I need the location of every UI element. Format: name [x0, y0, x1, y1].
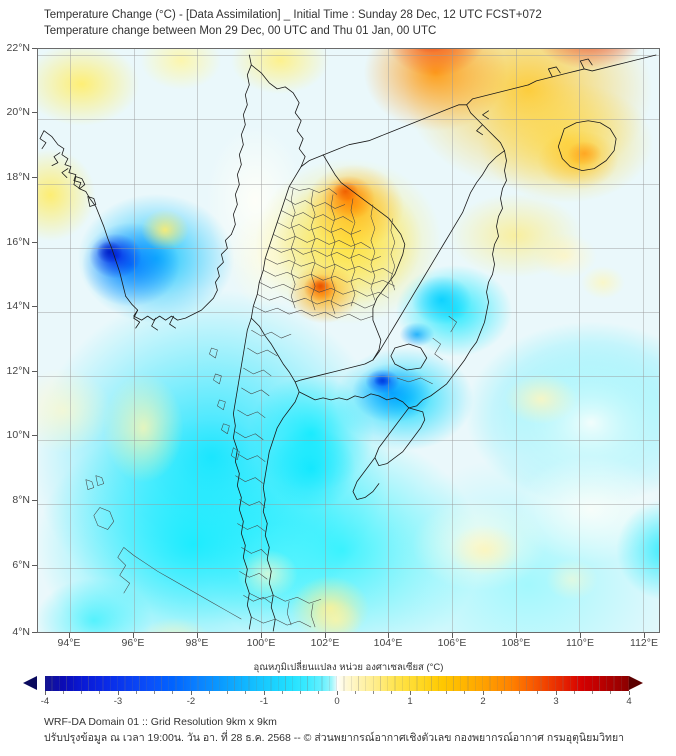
xtick-label: 108°E	[501, 637, 531, 649]
ytick-label: 20°N	[6, 106, 30, 118]
footer-line-domain: WRF-DA Domain 01 :: Grid Resolution 9km …	[44, 716, 277, 728]
field-blob	[326, 177, 364, 207]
colorbar-tick-label: -4	[40, 696, 50, 707]
ytick-label: 8°N	[12, 494, 30, 506]
xtick-label: 106°E	[437, 637, 467, 649]
colorbar: อุณหภูมิเปลี่ยนแปลง หน่วย องศาเซลเซียส (…	[23, 660, 660, 708]
colorbar-tick-label: 0	[334, 696, 340, 707]
ytick-label: 10°N	[6, 429, 30, 441]
field-blob	[90, 235, 129, 268]
field-blob	[298, 591, 374, 632]
colorbar-tick-label: 4	[626, 696, 632, 707]
field-blob	[435, 515, 535, 586]
colorbar-tick-label: -3	[113, 696, 123, 707]
colorbar-under-arrow	[23, 676, 37, 690]
ytick-label: 6°N	[12, 559, 30, 571]
xtick-label: 102°E	[310, 637, 340, 649]
map-gridlines	[38, 49, 659, 632]
xtick-label: 94°E	[57, 637, 81, 649]
coastline-overlay	[39, 54, 657, 632]
chart-title-line1: Temperature Change (°C) - [Data Assimila…	[44, 9, 542, 21]
footer-block: WRF-DA Domain 01 :: Grid Resolution 9km …	[44, 714, 664, 746]
xtick-label: 96°E	[121, 637, 145, 649]
colorbar-tick-label: 1	[407, 696, 413, 707]
field-blob	[491, 363, 591, 434]
colorbar-gradient	[45, 676, 629, 691]
colorbar-gradient-box	[45, 676, 629, 691]
temperature-anomaly-field	[38, 49, 659, 632]
xtick-label: 110°E	[566, 637, 594, 649]
ytick-label: 4°N	[12, 626, 30, 638]
colorbar-tick-label: 3	[553, 696, 559, 707]
chart-title-line2: Temperature change between Mon 29 Dec, 0…	[44, 24, 437, 37]
ytick-label: 18°N	[6, 171, 30, 183]
colorbar-title: อุณหภูมิเปลี่ยนแปลง หน่วย องศาเซลเซียส (…	[253, 662, 444, 673]
ytick-label: 12°N	[6, 365, 30, 377]
colorbar-over-arrow	[629, 676, 643, 690]
xtick-label: 104°E	[373, 637, 403, 649]
ytick-label: 16°N	[6, 236, 30, 248]
temperature-change-map	[37, 48, 660, 633]
footer-line-credit: ปรับปรุงข้อมูล ณ เวลา 19:00น. วัน อา. ที…	[44, 732, 625, 744]
colorbar-tick-label: -2	[186, 696, 196, 707]
ytick-label: 22°N	[6, 42, 30, 54]
xtick-label: 112°E	[630, 637, 658, 649]
colorbar-tick-label: 2	[480, 696, 486, 707]
chart-title-block: Temperature Change (°C) - [Data Assimila…	[44, 8, 664, 39]
field-blob	[87, 352, 200, 504]
ytick-label: 14°N	[6, 300, 30, 312]
xtick-label: 100°E	[246, 637, 276, 649]
field-blob	[572, 258, 635, 306]
colorbar-tick-label: -1	[259, 696, 269, 707]
colorbar-segment-lines	[45, 676, 629, 691]
field-blob	[398, 264, 486, 335]
xtick-label: 98°E	[185, 637, 209, 649]
field-blob	[559, 136, 610, 172]
field-blob	[308, 276, 333, 297]
